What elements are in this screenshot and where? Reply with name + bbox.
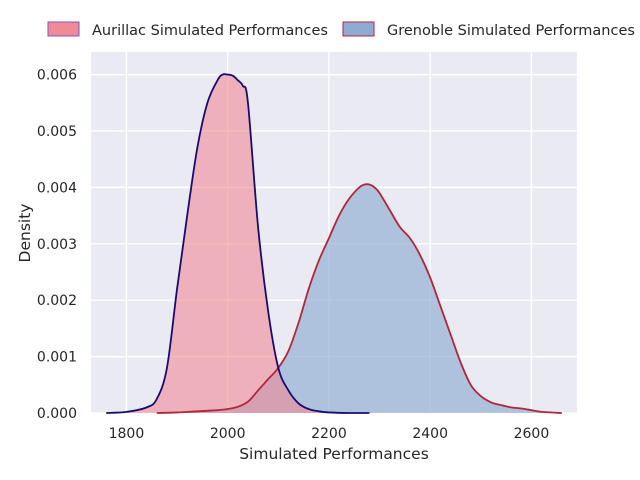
density-line-grenoble bbox=[156, 183, 562, 414]
legend-label-grenoble: Grenoble Simulated Performances bbox=[387, 23, 635, 39]
y-tick-label: 0.006 bbox=[37, 68, 77, 84]
density-line-aurillac bbox=[106, 73, 370, 414]
x-tick-label: 1800 bbox=[109, 426, 145, 442]
y-axis-title: Density bbox=[16, 204, 34, 263]
x-tick-label: 2400 bbox=[412, 426, 448, 442]
y-tick-label: 0.004 bbox=[37, 180, 77, 196]
x-tick-label: 2600 bbox=[514, 426, 550, 442]
density-area-aurillac bbox=[106, 74, 370, 413]
y-tick-label: 0.001 bbox=[37, 350, 77, 366]
y-tick-label: 0.002 bbox=[37, 293, 77, 309]
x-axis-title: Simulated Performances bbox=[239, 445, 429, 463]
x-tick-label: 2000 bbox=[210, 426, 246, 442]
density-lines bbox=[106, 73, 562, 414]
legend-label-aurillac: Aurillac Simulated Performances bbox=[92, 23, 328, 39]
y-tick-label: 0.005 bbox=[37, 124, 77, 140]
density-areas bbox=[106, 74, 562, 413]
x-axis: 1800 2000 2200 2400 2600 bbox=[109, 426, 550, 442]
legend-swatch-grenoble bbox=[342, 21, 375, 37]
x-tick-label: 2200 bbox=[311, 426, 347, 442]
y-axis: 0.000 0.001 0.002 0.003 0.004 0.005 0.006 bbox=[37, 68, 77, 422]
legend: Aurillac Simulated Performances Grenoble… bbox=[47, 21, 635, 39]
density-area-grenoble bbox=[156, 184, 562, 413]
y-tick-label: 0.000 bbox=[37, 406, 77, 422]
legend-swatch-aurillac bbox=[47, 21, 80, 37]
y-tick-label: 0.003 bbox=[37, 237, 77, 253]
